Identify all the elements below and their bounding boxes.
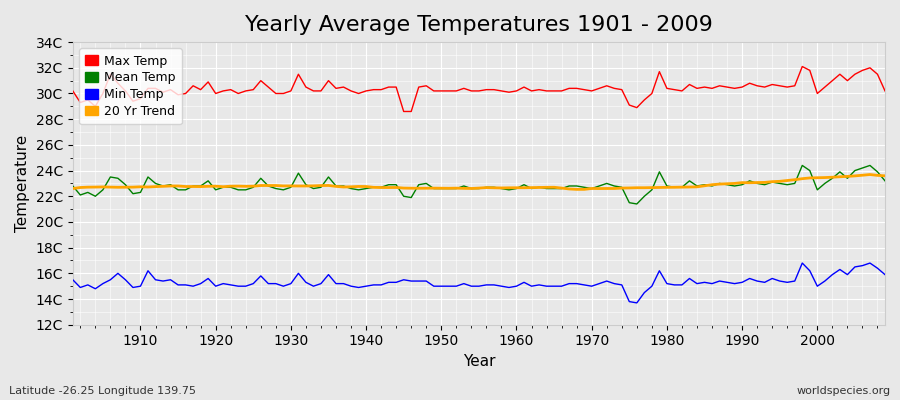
Title: Yearly Average Temperatures 1901 - 2009: Yearly Average Temperatures 1901 - 2009	[245, 15, 713, 35]
Y-axis label: Temperature: Temperature	[15, 135, 30, 232]
Text: worldspecies.org: worldspecies.org	[796, 386, 891, 396]
Legend: Max Temp, Mean Temp, Min Temp, 20 Yr Trend: Max Temp, Mean Temp, Min Temp, 20 Yr Tre…	[79, 48, 182, 124]
Text: Latitude -26.25 Longitude 139.75: Latitude -26.25 Longitude 139.75	[9, 386, 196, 396]
X-axis label: Year: Year	[463, 354, 495, 369]
